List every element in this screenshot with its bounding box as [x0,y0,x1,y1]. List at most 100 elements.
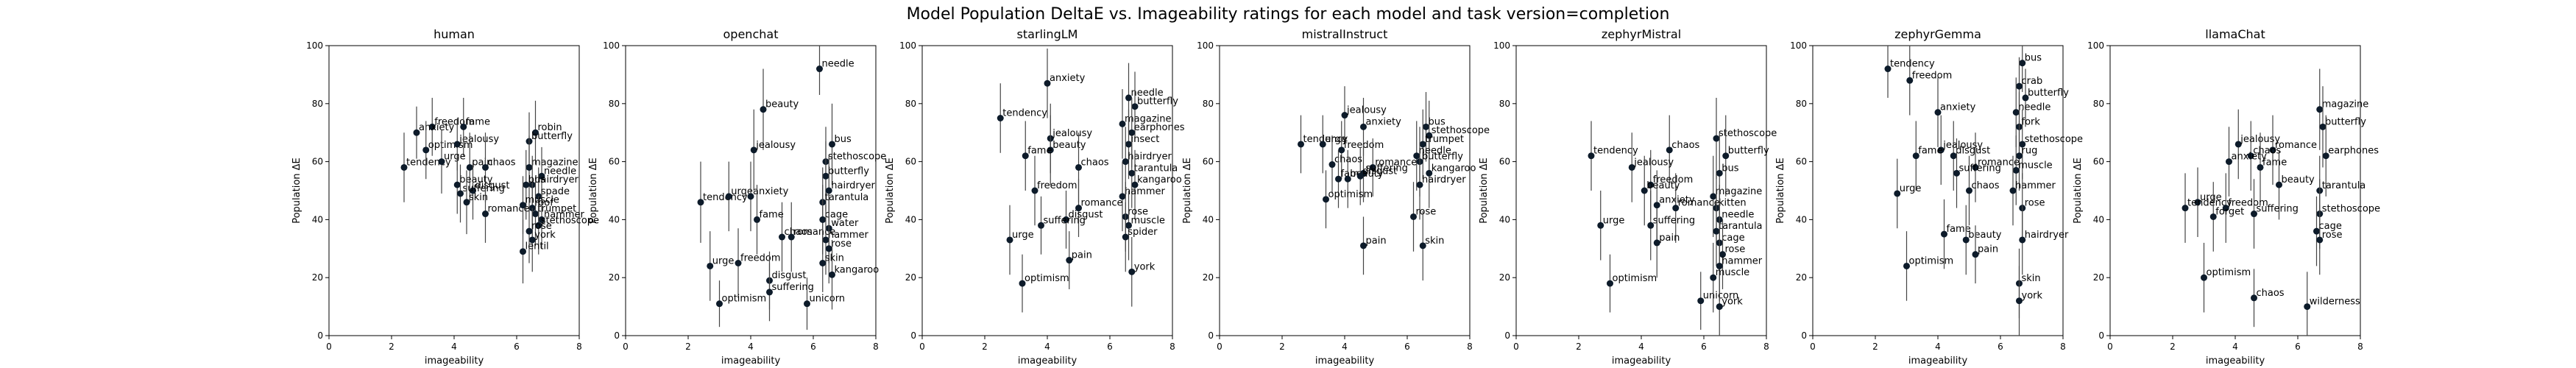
point-label: hammer [1722,255,1763,266]
data-point [1672,205,1680,212]
point-label: butterfly [1422,152,1463,163]
point-label: muscle [1716,267,1749,278]
panel-title: zephyrGemma [1894,27,1981,41]
point-label: kitten [1719,198,1747,209]
x-axis-label: imageability [721,355,781,367]
data-point [825,187,832,194]
y-axis-label: Population ΔE [1182,158,1193,224]
data-point [1031,187,1038,194]
y-tick-label: 20 [2093,272,2104,283]
point-label: water [831,218,859,229]
x-tick-label: 8 [576,342,582,352]
point-label: beauty [1968,230,2002,241]
data-point [1047,146,1054,154]
data-point [1607,280,1613,287]
y-axis-label: Population ΔE [2073,158,2084,224]
data-point [535,222,542,229]
panel-title: mistralInstruct [1302,27,1388,41]
y-tick-label: 20 [905,272,916,283]
data-point [1122,233,1129,241]
point-label: tendency [1593,146,1638,157]
point-label: butterfly [828,166,869,177]
point-label: fame [466,116,490,127]
data-point [453,181,461,188]
data-point [1413,152,1420,160]
y-tick-label: 20 [1499,272,1510,283]
y-tick-label: 0 [2098,330,2104,341]
point-label: tarantula [2322,180,2366,191]
point-label: stethoscope [828,152,886,163]
y-tick-label: 100 [2087,40,2104,51]
data-point [1328,161,1336,169]
data-point [1653,202,1660,209]
point-label: butterfly [2028,88,2069,99]
data-point [1894,190,1901,197]
x-tick-label: 6 [1107,342,1113,352]
point-label: hammer [544,209,585,220]
data-point [532,210,539,218]
data-point [997,115,1004,121]
data-point [453,141,461,148]
data-point [1697,297,1705,305]
point-label: beauty [765,99,799,110]
point-label: needle [1131,88,1164,99]
point-label: jealousy [755,140,796,151]
point-label: chaos [2257,288,2285,299]
point-label: anxiety [1050,73,1086,84]
point-label: urge [1012,230,1034,241]
y-tick-label: 40 [1796,214,1807,224]
data-point [822,172,829,180]
y-tick-label: 60 [1203,157,1214,167]
panel-title: llamaChat [2205,27,2265,41]
point-label: fame [760,209,784,220]
point-label: romance [1375,157,1417,168]
point-label: tarantula [825,192,869,203]
data-point [2222,205,2229,212]
data-point [1128,169,1136,177]
point-label: jealousy [1346,105,1387,116]
data-point [2276,181,2282,188]
data-point [747,193,754,200]
y-tick-label: 80 [1203,99,1214,109]
data-point [2194,199,2201,206]
data-point [1641,187,1648,194]
point-label: needle [1419,146,1451,157]
point-label: hairdryer [534,174,578,185]
data-point [1647,222,1655,229]
data-point [1128,129,1136,136]
data-point [2304,303,2311,311]
point-label: needle [1722,209,1754,220]
data-point [1356,172,1364,180]
data-point [1419,242,1426,250]
point-label: disgust [1362,166,1397,177]
data-point [754,216,760,223]
data-point [1019,280,1026,287]
point-label: jealousy [1052,128,1092,139]
x-tick-label: 2 [389,342,394,352]
point-label: rose [831,238,852,250]
data-point [1369,163,1376,171]
data-point [400,163,408,171]
data-point [523,181,530,188]
data-point [2016,297,2023,305]
x-tick-label: 4 [2232,342,2238,352]
point-label: butterfly [1728,146,1769,157]
point-label: kangaroo [1137,174,1182,185]
y-tick-label: 100 [306,40,323,51]
x-tick-label: 6 [810,342,816,352]
point-label: urge [712,255,735,266]
data-point [829,271,835,278]
point-label: york [2022,291,2043,302]
point-label: urge [1603,215,1625,226]
data-point [2019,60,2026,67]
point-label: tarantula [1134,163,1178,174]
panel-title: openchat [723,27,779,41]
point-label: optimism [2207,267,2251,278]
data-point [528,236,536,244]
point-label: tendency [1002,108,1047,119]
point-label: muscle [2018,160,2052,171]
data-point [1423,123,1429,130]
point-label: pain [1659,233,1680,244]
